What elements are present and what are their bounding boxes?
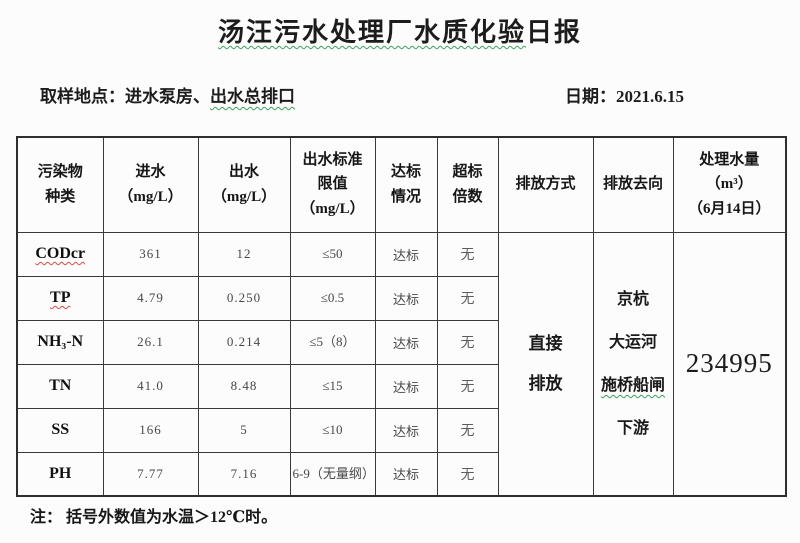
pollutant-name: SS bbox=[16, 407, 104, 453]
header-effluent-limit: 出水标准 限值 （mg/L） bbox=[289, 136, 376, 233]
header-effluent: 出水 （mg/L） bbox=[197, 136, 291, 233]
pollutant-name-text: CODcr bbox=[35, 245, 86, 262]
effluent-value: 0.250 bbox=[197, 275, 291, 321]
page-title: 汤汪污水处理厂水质化验日报 bbox=[0, 12, 800, 49]
discharge-mode-cell: 直接 排放 bbox=[497, 231, 594, 497]
header-discharge-mode: 排放方式 bbox=[497, 136, 594, 233]
effluent-value: 12 bbox=[197, 231, 291, 277]
compliance-status: 达标 bbox=[374, 319, 438, 365]
pollutant-name: TN bbox=[16, 363, 104, 409]
influent-value: 7.77 bbox=[102, 451, 199, 497]
header-compliance: 达标 情况 bbox=[374, 136, 438, 233]
table-row-nh3n: NH₃-N 26.1 0.214 ≤5（8） 达标 无 bbox=[16, 319, 786, 365]
page-title-spellchecked-part: 汤汪污水处理厂水质化验 bbox=[217, 18, 526, 47]
discharge-destination-cell: 京杭 大运河 施桥船闸 下游 bbox=[592, 231, 674, 497]
compliance-status: 达标 bbox=[374, 231, 438, 277]
influent-value: 361 bbox=[102, 231, 199, 277]
exceedance-value: 无 bbox=[436, 363, 499, 409]
exceedance-value: 无 bbox=[436, 275, 499, 321]
page-title-rest: 日报 bbox=[526, 18, 583, 47]
report-date: 日期：2021.6.15 bbox=[565, 87, 684, 106]
limit-value: ≤10 bbox=[289, 407, 376, 453]
exceedance-value: 无 bbox=[436, 319, 499, 365]
limit-value: ≤0.5 bbox=[289, 275, 376, 321]
subheader-row: 取样地点：进水泵房、出水总排口 日期：2021.6.15 bbox=[0, 82, 800, 108]
table-row-tn: TN 41.0 8.48 ≤15 达标 无 bbox=[16, 363, 786, 409]
compliance-status: 达标 bbox=[374, 407, 438, 453]
exceedance-value: 无 bbox=[436, 407, 499, 453]
exceedance-value: 无 bbox=[436, 231, 499, 277]
table-row-codcr: CODcr 361 12 ≤50 达标 无 直接 排放 京杭 大运河 施桥船闸 … bbox=[16, 231, 787, 497]
table-row-ph: PH 7.77 7.16 6-9（无量纲） 达标 无 bbox=[16, 451, 786, 497]
influent-value: 41.0 bbox=[102, 363, 199, 409]
destination-line-spellchecked: 施桥船闸 bbox=[600, 376, 665, 394]
header-pollutant-type: 污染物 种类 bbox=[16, 136, 104, 233]
limit-value: ≤5（8） bbox=[289, 319, 376, 365]
table-row-ss: SS 166 5 ≤10 达标 无 bbox=[16, 407, 786, 453]
compliance-status: 达标 bbox=[374, 275, 438, 321]
destination-line: 大运河 bbox=[608, 333, 657, 351]
destination-line: 下游 bbox=[616, 419, 649, 437]
limit-value: ≤15 bbox=[289, 363, 376, 409]
pollutant-name: TP bbox=[16, 275, 104, 321]
header-discharge-destination: 排放去向 bbox=[592, 136, 674, 233]
pollutant-name: PH bbox=[16, 451, 104, 497]
table-header-row: 污染物 种类 进水 （mg/L） 出水 （mg/L） 出水标准 限值 （mg/L… bbox=[16, 136, 787, 233]
sampling-location-spellchecked-part: 出水总排口 bbox=[210, 87, 295, 106]
footnote: 注： 括号外数值为水温＞12℃时。 bbox=[30, 509, 278, 526]
compliance-status: 达标 bbox=[374, 451, 438, 497]
sampling-location-label: 取样地点：进水泵房、 bbox=[40, 87, 210, 106]
effluent-value: 0.214 bbox=[197, 319, 291, 365]
influent-value: 4.79 bbox=[102, 275, 199, 321]
influent-value: 26.1 bbox=[102, 319, 199, 365]
table-row-tp: TP 4.79 0.250 ≤0.5 达标 无 bbox=[16, 275, 786, 321]
destination-line: 京杭 bbox=[616, 290, 649, 308]
exceedance-value: 无 bbox=[436, 451, 499, 497]
effluent-value: 7.16 bbox=[197, 451, 291, 497]
influent-value: 166 bbox=[102, 407, 199, 453]
effluent-value: 5 bbox=[197, 407, 291, 453]
water-quality-table: 污染物 种类 进水 （mg/L） 出水 （mg/L） 出水标准 限值 （mg/L… bbox=[16, 136, 787, 497]
pollutant-name-text: TP bbox=[50, 289, 71, 306]
treated-volume-cell: 234995 bbox=[672, 231, 787, 497]
effluent-value: 8.48 bbox=[197, 363, 291, 409]
limit-value: ≤50 bbox=[289, 231, 376, 277]
header-exceedance: 超标 倍数 bbox=[436, 136, 499, 233]
pollutant-name: CODcr bbox=[16, 231, 104, 277]
header-influent: 进水 （mg/L） bbox=[102, 136, 199, 233]
compliance-status: 达标 bbox=[374, 363, 438, 409]
sampling-location: 取样地点：进水泵房、出水总排口 bbox=[40, 82, 295, 107]
pollutant-name: NH₃-N bbox=[16, 319, 104, 365]
limit-value: 6-9（无量纲） bbox=[289, 451, 376, 497]
header-treated-volume: 处理水量 （m³） （6月14日） bbox=[672, 136, 787, 233]
